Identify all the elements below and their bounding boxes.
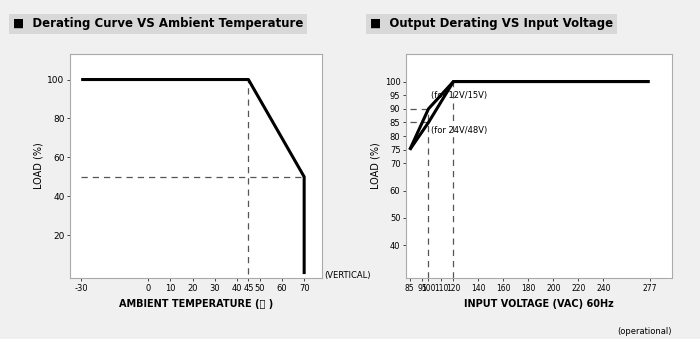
Text: (operational): (operational): [617, 327, 672, 336]
X-axis label: INPUT VOLTAGE (VAC) 60Hz: INPUT VOLTAGE (VAC) 60Hz: [464, 299, 614, 310]
Text: (VERTICAL): (VERTICAL): [325, 271, 371, 280]
Text: ■  Output Derating VS Input Voltage: ■ Output Derating VS Input Voltage: [370, 17, 613, 30]
Y-axis label: LOAD (%): LOAD (%): [33, 143, 43, 190]
Text: (for 24V/48V): (for 24V/48V): [431, 126, 487, 135]
X-axis label: AMBIENT TEMPERATURE (？ ): AMBIENT TEMPERATURE (？ ): [119, 299, 273, 310]
Text: ■  Derating Curve VS Ambient Temperature: ■ Derating Curve VS Ambient Temperature: [13, 17, 303, 30]
Y-axis label: LOAD (%): LOAD (%): [370, 143, 381, 190]
Text: (for 12V/15V): (for 12V/15V): [431, 91, 487, 100]
